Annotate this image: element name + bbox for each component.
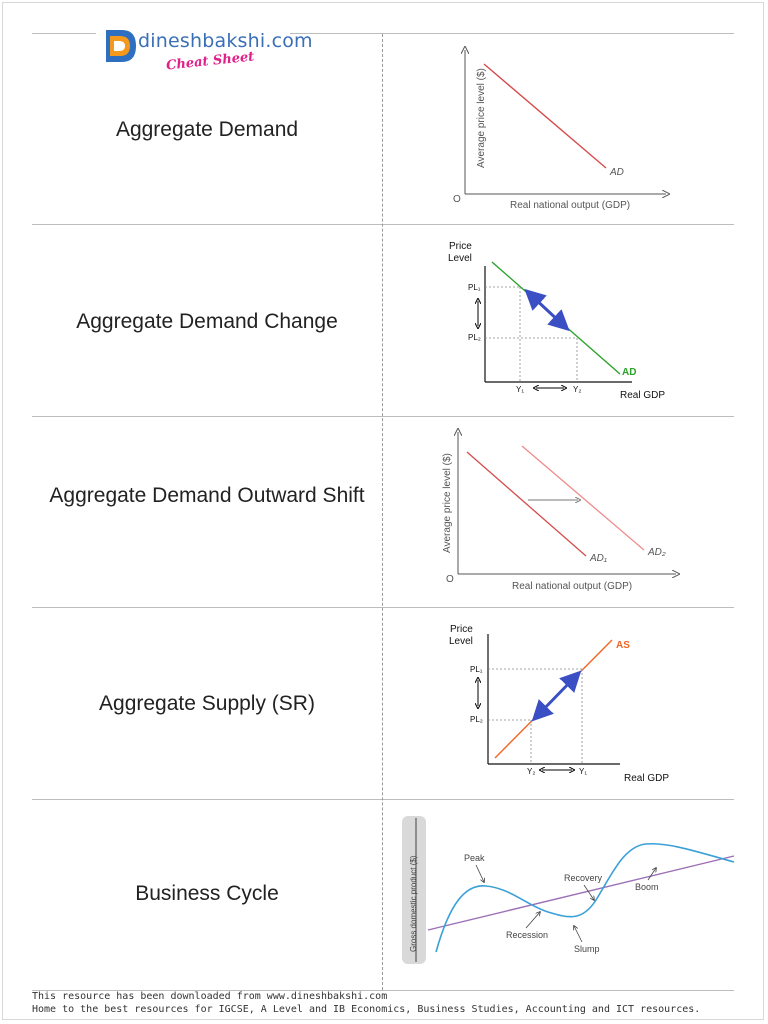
- figure-aggregate-supply: Price Level PL₁ PL₂ Y₂ Y₁ AS Real GDP: [449, 624, 669, 784]
- footer: This resource has been downloaded from w…: [32, 991, 700, 1016]
- row-divider: [32, 224, 734, 225]
- recession-pointer: [525, 912, 540, 929]
- boom-label: Boom: [635, 882, 659, 892]
- ad1-label: AD₁: [589, 553, 607, 564]
- term-aggregate-demand: Aggregate Demand: [115, 118, 299, 141]
- y-axis-label: Average price level ($): [476, 68, 487, 168]
- slump-label: Slump: [574, 944, 600, 954]
- x-axis-label: Real national output (GDP): [512, 581, 632, 592]
- column-divider: [382, 34, 383, 990]
- y-axis-label: Average price level ($): [442, 453, 453, 553]
- row-divider: [32, 799, 734, 800]
- term-aggregate-supply-sr: Aggregate Supply (SR): [99, 692, 315, 715]
- y1-label: Y₁: [579, 767, 587, 776]
- y-axis-label: Gross domestic product ($): [409, 855, 418, 952]
- peak-label: Peak: [464, 853, 485, 863]
- figure-aggregate-demand-change: Price Level PL₁ PL₂ Y₁ Y₂ AD Real GDP: [448, 241, 665, 401]
- y-axis-band: [402, 816, 426, 964]
- x-axis-label: Real national output (GDP): [510, 200, 630, 211]
- term-aggregate-demand-outward-shift: Aggregate Demand Outward Shift: [49, 484, 365, 507]
- movement-arrow: [531, 670, 582, 722]
- y2-label: Y₂: [573, 385, 581, 394]
- logo-mark-icon: [106, 30, 136, 62]
- slump-pointer: [574, 926, 583, 943]
- origin-label: O: [446, 574, 454, 585]
- recovery-label: Recovery: [564, 873, 603, 883]
- recession-label: Recession: [506, 930, 548, 940]
- brand-name: dineshbakshi.com: [138, 30, 313, 52]
- peak-pointer: [475, 864, 484, 882]
- x-axis-label: Real GDP: [620, 390, 665, 401]
- trend-line: [427, 855, 735, 931]
- term-business-cycle: Business Cycle: [135, 882, 279, 905]
- pl2-label: PL₂: [470, 715, 483, 724]
- row-divider: [32, 607, 734, 608]
- x-axis-label: Real GDP: [624, 773, 669, 784]
- term-aggregate-demand-change: Aggregate Demand Change: [76, 310, 338, 333]
- y-axis-label-level: Level: [448, 253, 472, 264]
- pl1-label: PL₁: [468, 283, 481, 292]
- figure-aggregate-demand: AD Average price level ($) Real national…: [453, 46, 680, 211]
- brand-logo: dineshbakshi.com Cheat Sheet: [100, 24, 313, 84]
- y-axis-label-price: Price: [449, 241, 472, 252]
- pl2-label: PL₂: [468, 333, 481, 342]
- ad-curve-label: AD: [609, 167, 624, 178]
- recovery-pointer: [583, 884, 594, 900]
- footer-line-2: Home to the best resources for IGCSE, A …: [32, 1003, 701, 1015]
- ad1-curve: [466, 451, 587, 557]
- y-axis-label-price: Price: [450, 624, 473, 635]
- origin-label: O: [453, 194, 461, 205]
- ad2-curve: [521, 445, 645, 551]
- ad-curve-label: AD: [622, 367, 636, 378]
- figure-business-cycle: Gross domestic product ($) Peak Recessio…: [402, 816, 735, 964]
- ad-curve: [483, 63, 607, 169]
- boom-pointer: [647, 868, 656, 881]
- as-curve-label: AS: [616, 640, 630, 651]
- brand-tagline: Cheat Sheet: [165, 49, 255, 74]
- figure-aggregate-demand-shift: AD₁ AD₂ Average price level ($) Real nat…: [442, 428, 680, 592]
- pl1-label: PL₁: [470, 665, 483, 674]
- y2-label: Y₂: [527, 767, 535, 776]
- cycle-curve: [435, 842, 735, 953]
- bottom-rule: [32, 990, 734, 991]
- top-rule-left: [32, 33, 96, 34]
- footer-line-1: This resource has been downloaded from w…: [32, 991, 388, 1002]
- ad2-label: AD₂: [647, 547, 666, 558]
- y1-label: Y₁: [516, 385, 524, 394]
- top-rule-right: [290, 33, 734, 34]
- y-axis-label-level: Level: [449, 636, 473, 647]
- row-divider: [32, 416, 734, 417]
- movement-arrow: [524, 288, 570, 332]
